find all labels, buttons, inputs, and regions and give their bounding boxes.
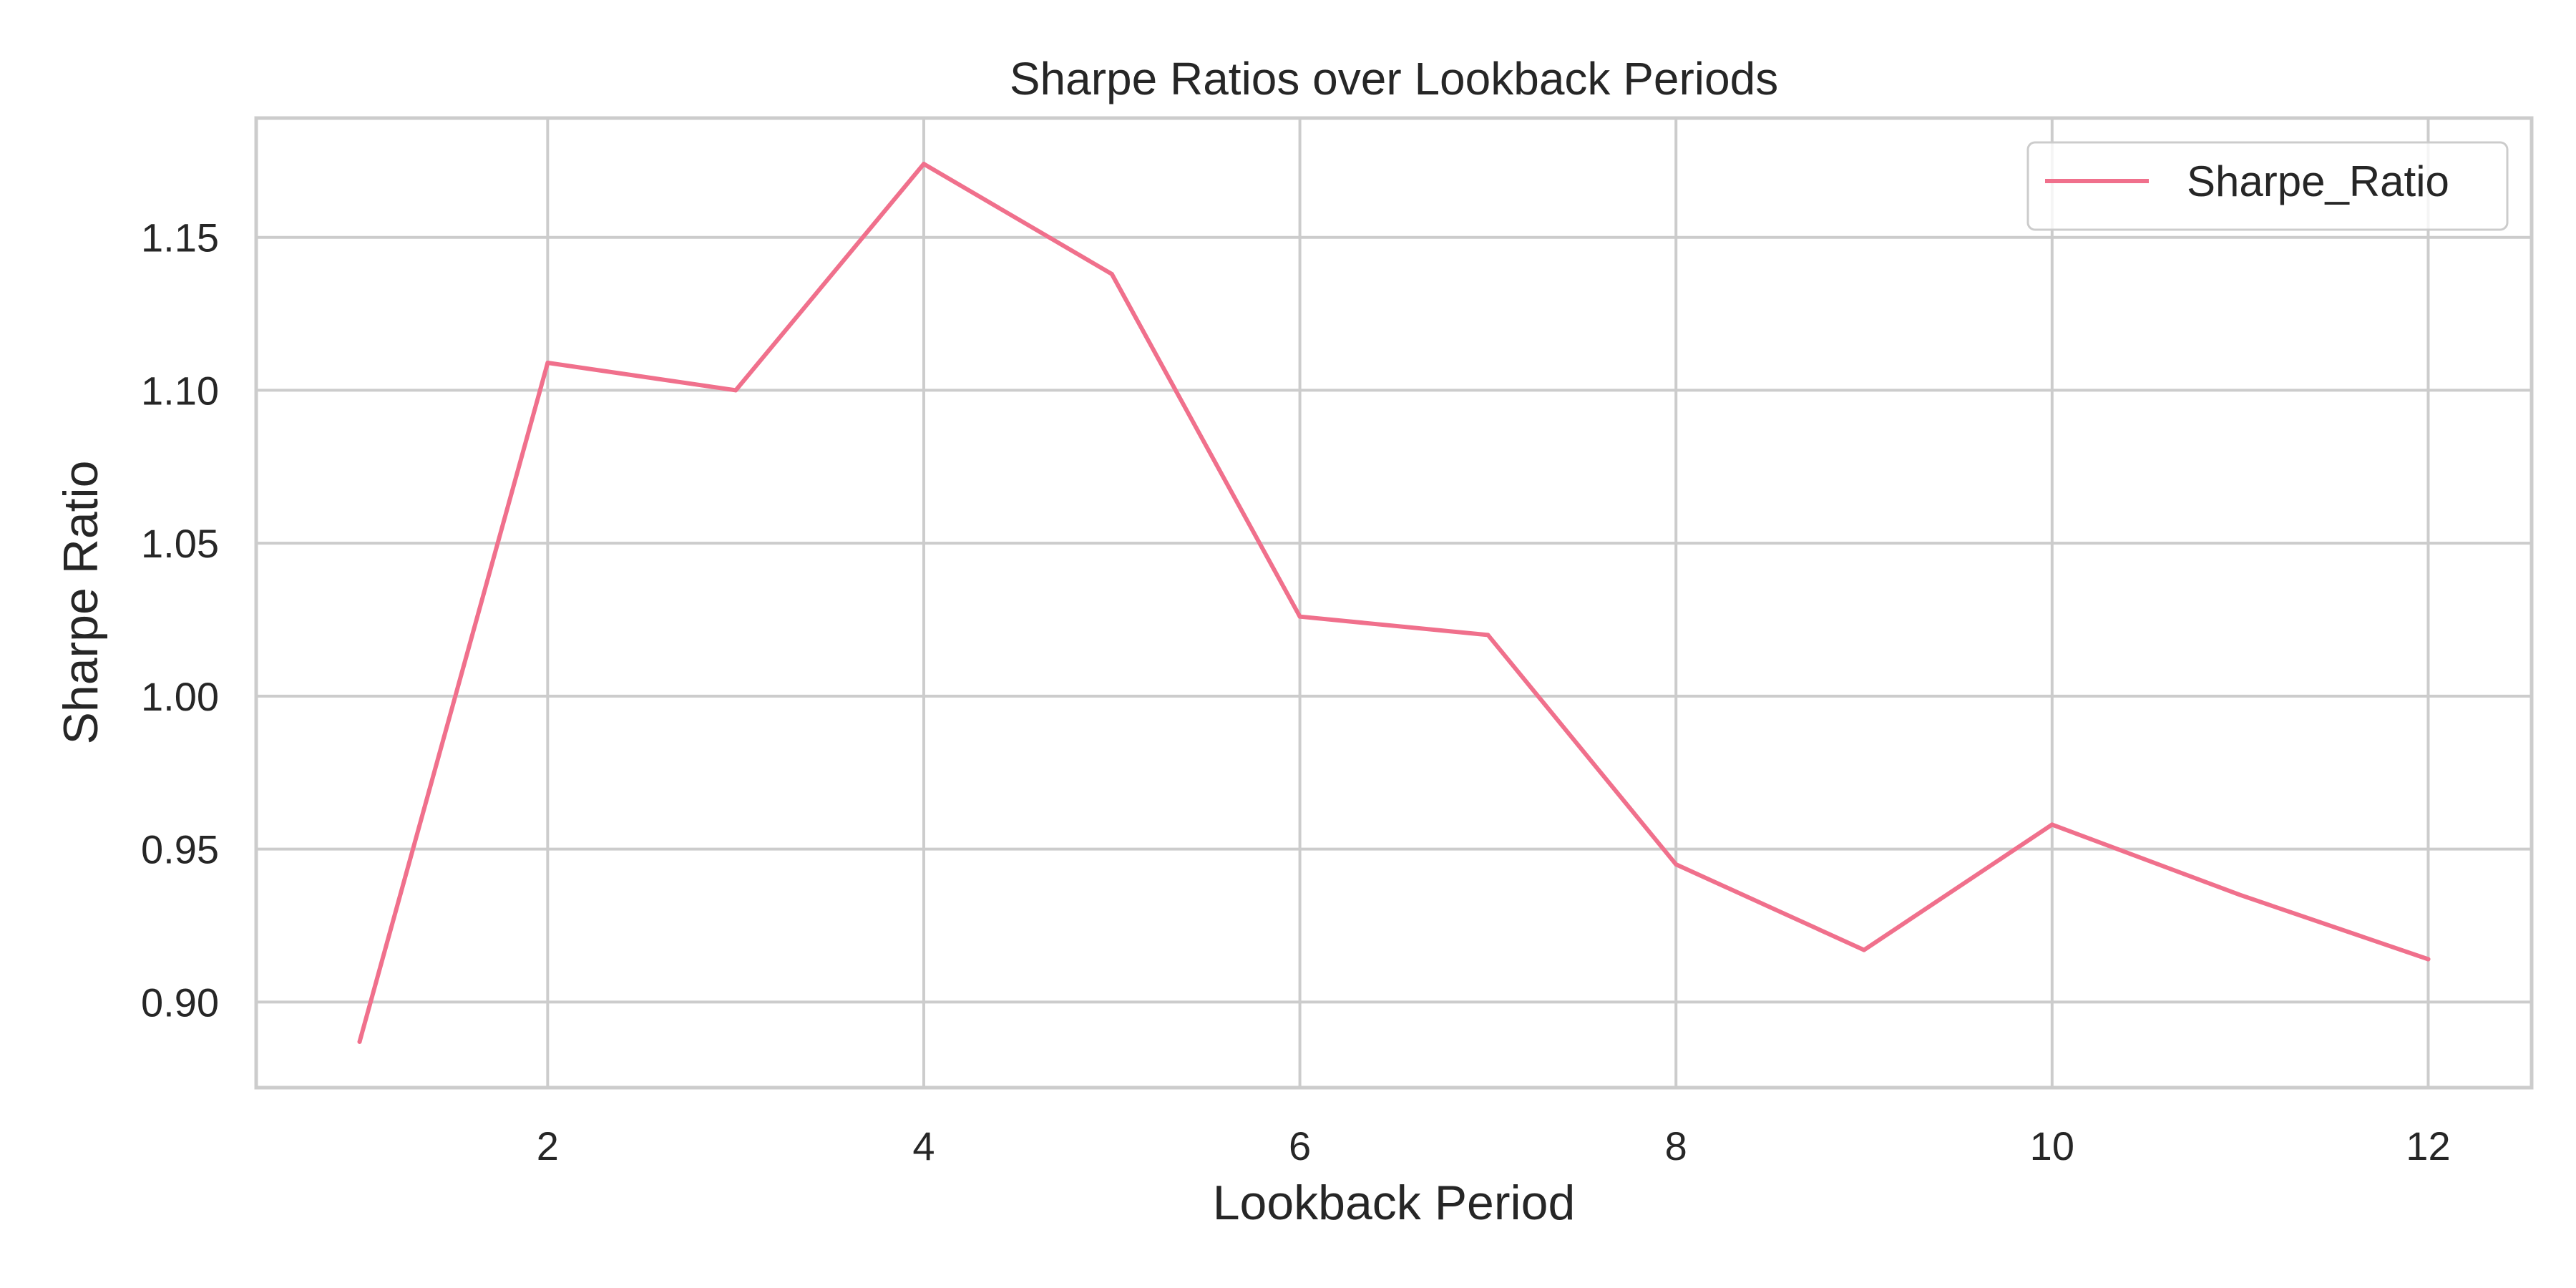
- data-point: [1674, 862, 1679, 867]
- y-tick-label: 1.05: [141, 521, 219, 566]
- data-point: [545, 360, 550, 365]
- series-line-sharpe-ratio: [357, 162, 2431, 1044]
- legend-box: [2026, 141, 2509, 231]
- plot-frame: [254, 116, 2534, 1090]
- x-tick-label: 4: [912, 1123, 935, 1169]
- y-tick-label: 0.90: [141, 980, 219, 1025]
- data-point: [1109, 271, 1114, 276]
- data-point: [1485, 633, 1491, 638]
- x-tick-label: 10: [2030, 1123, 2074, 1169]
- data-point: [1862, 947, 1867, 952]
- x-tick-labels: 2 4 6 8 10 12: [537, 1123, 2451, 1169]
- y-tick-label: 1.00: [141, 674, 219, 719]
- x-tick-label: 8: [1665, 1123, 1687, 1169]
- series-layer: [357, 162, 2431, 1044]
- x-tick-label: 12: [2406, 1123, 2450, 1169]
- y-tick-label: 0.95: [141, 827, 219, 872]
- data-point: [921, 162, 926, 167]
- legend-label-sharpe-ratio: Sharpe_Ratio: [2187, 157, 2449, 205]
- data-point: [357, 1039, 362, 1044]
- data-point: [1297, 614, 1302, 619]
- data-point: [733, 388, 738, 393]
- y-tick-label: 1.10: [141, 368, 219, 413]
- grid: [256, 118, 2532, 1088]
- data-point: [2426, 957, 2431, 962]
- y-tick-labels: 0.90 0.95 1.00 1.05 1.10 1.15: [141, 215, 219, 1025]
- y-axis-label: Sharpe Ratio: [54, 461, 108, 745]
- data-point: [2238, 892, 2243, 897]
- x-axis-label: Lookback Period: [1213, 1176, 1576, 1230]
- legend[interactable]: Sharpe_Ratio: [2026, 141, 2509, 231]
- y-tick-label: 1.15: [141, 215, 219, 260]
- x-tick-label: 6: [1289, 1123, 1311, 1169]
- data-point: [2049, 822, 2054, 827]
- x-tick-label: 2: [537, 1123, 559, 1169]
- chart-title: Sharpe Ratios over Lookback Periods: [1010, 53, 1778, 104]
